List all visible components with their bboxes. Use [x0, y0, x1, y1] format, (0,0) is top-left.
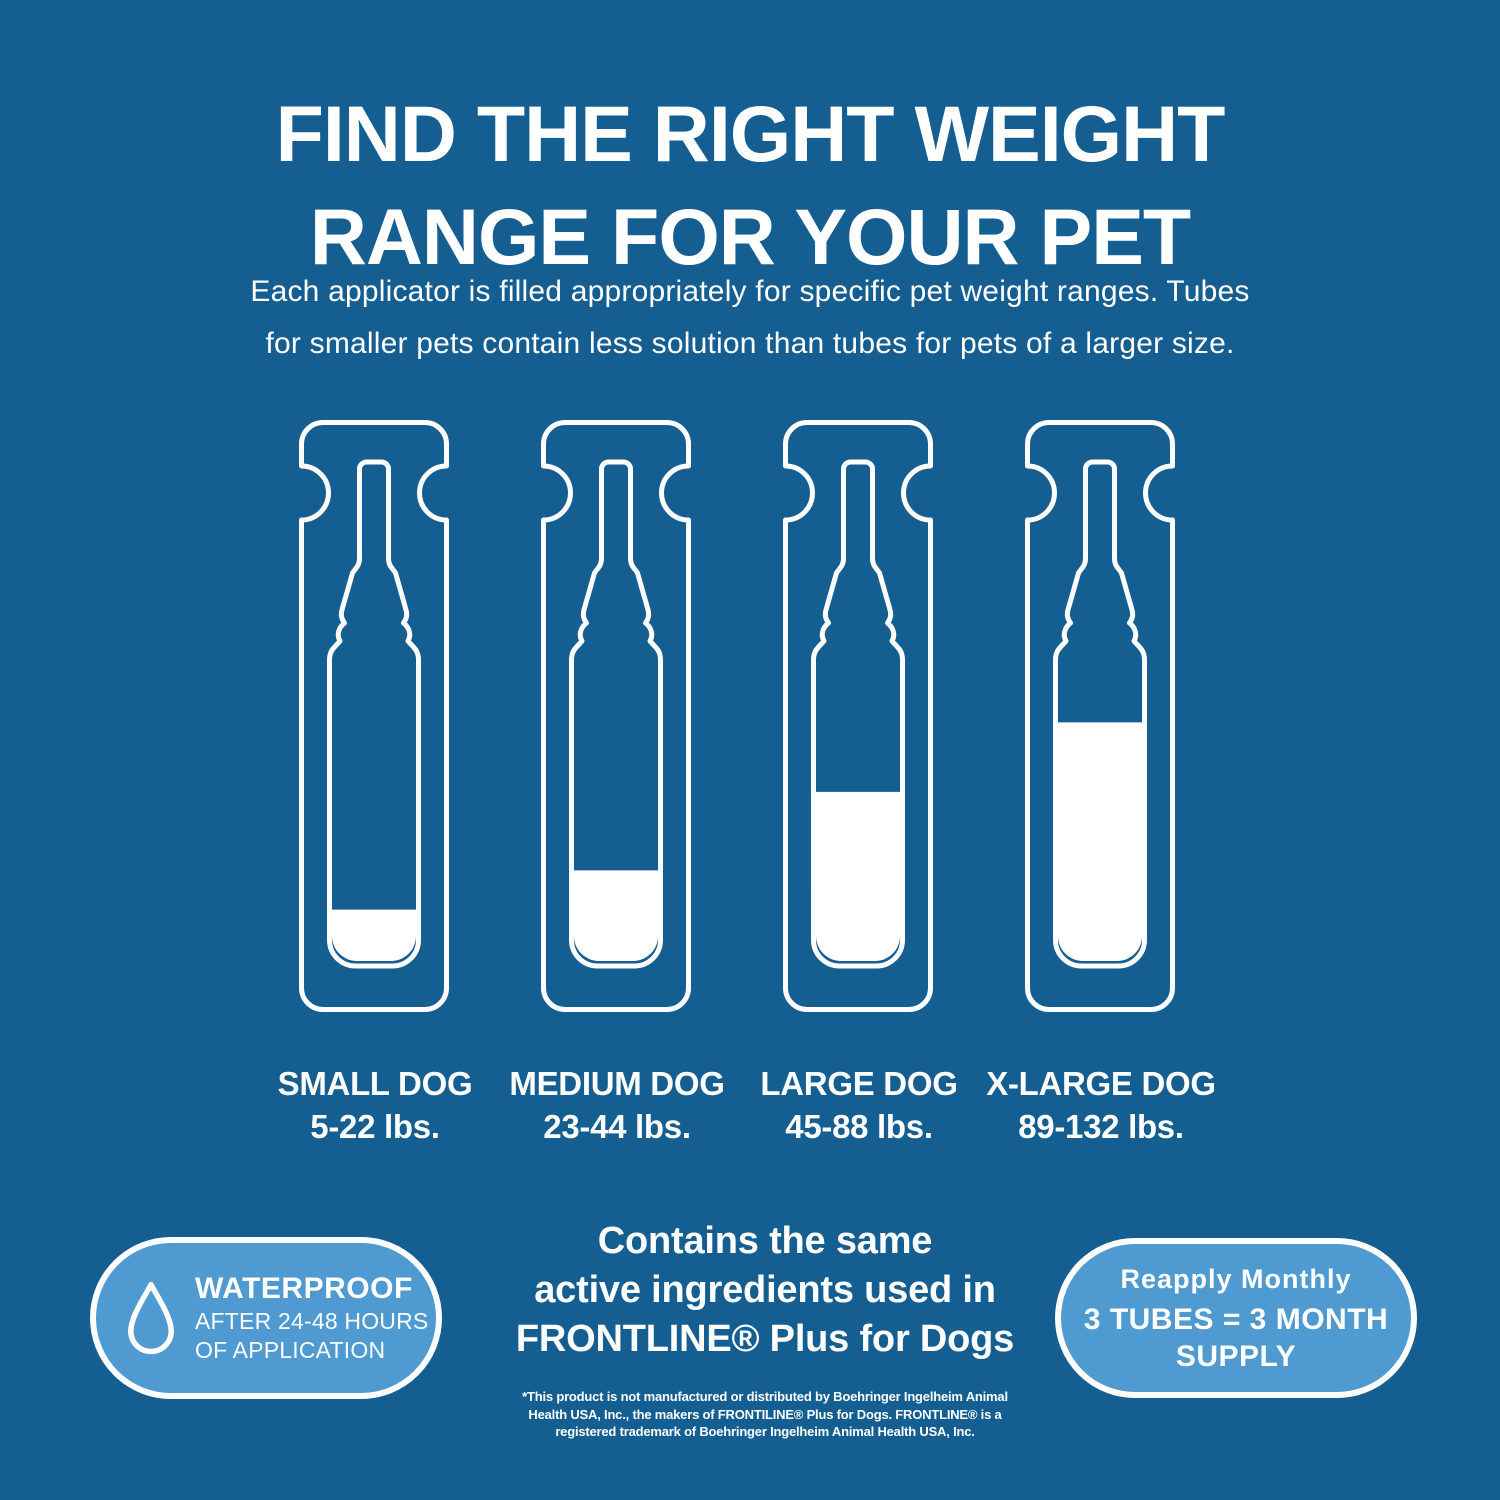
supply-line1: Reapply Monthly: [1120, 1263, 1352, 1294]
active-ingredients-claim: Contains the same active ingredients use…: [465, 1217, 1065, 1364]
tube-cell-medium-dog: MEDIUM DOG 23-44 lbs.: [496, 420, 738, 1148]
disclaimer-line3: registered trademark of Boehringer Ingel…: [555, 1424, 975, 1439]
waterproof-badge-text: WATERPROOF AFTER 24-48 HOURS OF APPLICAT…: [195, 1271, 428, 1365]
waterproof-title: WATERPROOF: [195, 1272, 413, 1305]
tube-weight-range: 45-88 lbs.: [785, 1108, 933, 1145]
tube-label-x-large-dog: X-LARGE DOG 89-132 lbs.: [986, 1062, 1216, 1148]
legal-disclaimer: *This product is not manufactured or dis…: [480, 1388, 1050, 1441]
supply-line2: 3 TUBES = 3 MONTH: [1083, 1302, 1389, 1336]
tube-weight-range: 89-132 lbs.: [1018, 1108, 1184, 1145]
claim-line2: active ingredients used in: [534, 1269, 996, 1311]
supply-line3: SUPPLY: [1175, 1339, 1297, 1373]
page-title-line1: FIND THE RIGHT WEIGHT: [275, 89, 1226, 178]
tube-cell-x-large-dog: X-LARGE DOG 89-132 lbs.: [980, 420, 1222, 1148]
page-title: FIND THE RIGHT WEIGHT RANGE FOR YOUR PET: [0, 82, 1500, 288]
page-subtitle-line2: for smaller pets contain less solution t…: [265, 327, 1235, 360]
applicator-tube-icon-x-large-dog: [1025, 420, 1175, 1012]
claim-line3: FRONTLINE® Plus for Dogs: [515, 1318, 1015, 1360]
tube-size-name: MEDIUM DOG: [509, 1065, 725, 1102]
disclaimer-line2: Health USA, Inc., the makers of FRONTILI…: [528, 1406, 1002, 1422]
page-title-line2: RANGE FOR YOUR PET: [309, 192, 1191, 281]
tube-weight-range: 23-44 lbs.: [543, 1108, 691, 1145]
applicator-tube-icon-large-dog: [783, 420, 933, 1012]
tube-size-name: SMALL DOG: [277, 1065, 473, 1102]
waterproof-badge: WATERPROOF AFTER 24-48 HOURS OF APPLICAT…: [90, 1237, 442, 1399]
tube-cell-small-dog: SMALL DOG 5-22 lbs.: [254, 420, 496, 1148]
page-subtitle-line1: Each applicator is filled appropriately …: [250, 275, 1250, 308]
disclaimer-line1: *This product is not manufactured or dis…: [522, 1389, 1008, 1404]
tube-size-name: LARGE DOG: [760, 1065, 958, 1102]
tube-weight-range: 5-22 lbs.: [310, 1108, 440, 1145]
supply-badge: Reapply Monthly 3 TUBES = 3 MONTH SUPPLY: [1055, 1238, 1417, 1398]
page-subtitle: Each applicator is filled appropriately …: [0, 266, 1500, 370]
tube-size-name: X-LARGE DOG: [986, 1065, 1216, 1102]
waterproof-line2: OF APPLICATION: [195, 1337, 386, 1363]
tubes-row: SMALL DOG 5-22 lbs. MEDIUM DOG 23-44 lbs. LA…: [254, 420, 1222, 1148]
water-drop-icon: [123, 1272, 179, 1364]
applicator-tube-icon-small-dog: [299, 420, 449, 1012]
tube-label-medium-dog: MEDIUM DOG 23-44 lbs.: [509, 1062, 724, 1148]
claim-line1: Contains the same: [597, 1220, 933, 1262]
tube-label-small-dog: SMALL DOG 5-22 lbs.: [278, 1062, 473, 1148]
waterproof-line1: AFTER 24-48 HOURS: [195, 1308, 429, 1334]
tube-cell-large-dog: LARGE DOG 45-88 lbs.: [738, 420, 980, 1148]
applicator-tube-icon-medium-dog: [541, 420, 691, 1012]
tube-label-large-dog: LARGE DOG 45-88 lbs.: [760, 1062, 957, 1148]
